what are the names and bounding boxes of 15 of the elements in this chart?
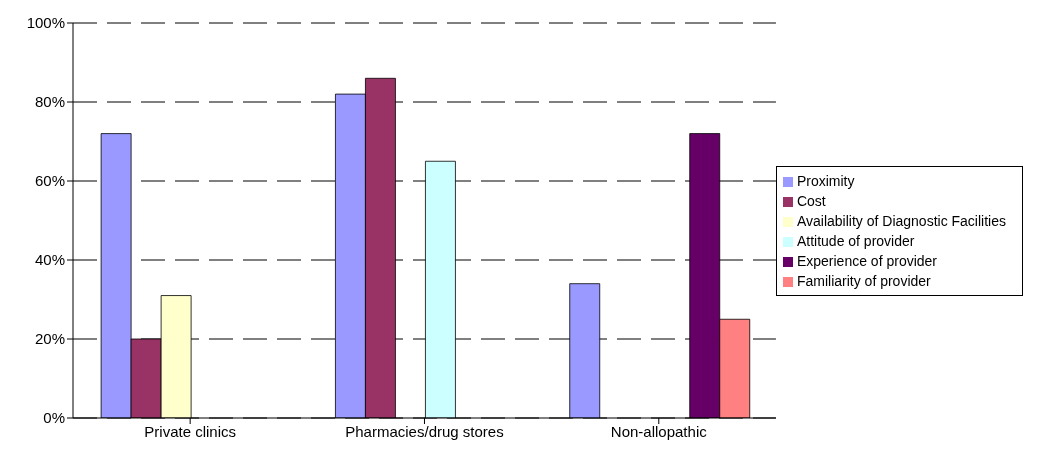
y-tick-label: 0%: [43, 409, 65, 427]
legend-label: Familiarity of provider: [796, 272, 931, 289]
legend-label: Availability of Diagnostic Facilities: [796, 212, 1006, 229]
x-tick-label: Pharmacies/drug stores: [345, 422, 504, 440]
y-tick-label: 100%: [26, 14, 65, 32]
legend-label: Proximity: [796, 172, 855, 189]
x-tick-label: Non-allopathic: [610, 422, 708, 440]
x-tick-label: Private clinics: [144, 422, 237, 440]
y-tick-label: 40%: [34, 251, 65, 269]
legend-label: Cost: [796, 192, 826, 209]
legend-label: Attitude of provider: [796, 232, 915, 249]
y-tick-label: 80%: [34, 93, 65, 111]
y-tick-label: 60%: [34, 172, 65, 190]
y-tick-label: 20%: [34, 330, 65, 348]
legend-label: Experience of provider: [796, 252, 938, 269]
